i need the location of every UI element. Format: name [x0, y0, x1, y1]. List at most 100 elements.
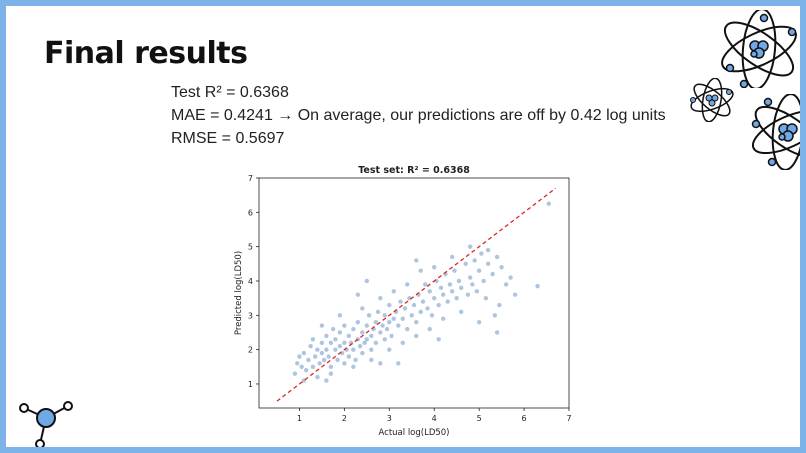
data-point [405, 282, 410, 287]
data-point [449, 254, 455, 260]
data-point [499, 265, 504, 270]
data-point [342, 340, 347, 345]
x-tick-label: 6 [522, 414, 527, 423]
data-point [351, 364, 356, 370]
atom-icon [751, 94, 800, 170]
data-point [364, 323, 370, 328]
data-point [411, 302, 417, 308]
data-point [429, 313, 435, 318]
data-point [465, 292, 471, 297]
data-point [364, 337, 370, 342]
x-axis-label: Actual log(LD50) [378, 428, 449, 438]
data-point [456, 278, 462, 284]
data-point [432, 295, 437, 301]
data-point [387, 302, 392, 308]
data-point [319, 323, 325, 328]
data-point [414, 333, 419, 339]
data-point [373, 340, 379, 345]
data-point [380, 323, 385, 328]
data-point [355, 319, 361, 325]
data-point [483, 295, 489, 301]
data-point [458, 285, 464, 291]
data-point [342, 361, 347, 366]
data-point [476, 319, 482, 325]
data-point [402, 306, 408, 311]
data-point [476, 268, 482, 273]
data-point [472, 258, 477, 263]
data-point [315, 374, 320, 380]
data-point [467, 244, 473, 249]
data-point [409, 313, 414, 318]
data-point [384, 326, 390, 332]
data-point [427, 289, 432, 294]
data-point [324, 378, 329, 383]
y-tick-label: 4 [248, 277, 253, 286]
data-point [447, 282, 453, 287]
x-tick-label: 1 [297, 414, 302, 423]
data-point [308, 344, 313, 349]
data-point [299, 364, 304, 370]
data-point [369, 333, 374, 339]
data-point [346, 333, 352, 339]
data-point [441, 316, 446, 321]
data-point [330, 326, 336, 332]
data-point [375, 309, 381, 315]
data-point [360, 350, 365, 356]
atom-icon [690, 78, 734, 122]
data-point [508, 275, 513, 280]
data-point [423, 282, 428, 287]
x-tick-label: 3 [387, 414, 392, 423]
scatter-chart: 1 2 3 4 5 6 7 1 2 3 4 5 6 7 Test set: R² = 0.6368 Actua… [234, 165, 572, 438]
data-point [418, 309, 423, 315]
data-point [369, 357, 374, 363]
data-point [335, 357, 340, 363]
y-tick-label: 3 [248, 311, 253, 320]
y-tick-label: 2 [248, 346, 253, 355]
data-point [378, 361, 383, 366]
data-point [378, 295, 383, 301]
x-tick-label: 5 [477, 414, 482, 423]
data-point [414, 319, 419, 325]
data-point [400, 316, 405, 321]
data-point [360, 306, 365, 311]
data-point [353, 357, 358, 363]
data-point [337, 313, 343, 318]
data-point [310, 337, 316, 342]
data-point [346, 354, 352, 359]
data-point [546, 201, 551, 206]
data-point [369, 347, 374, 352]
data-point [470, 282, 475, 287]
data-point [337, 344, 343, 349]
plot-frame [258, 177, 570, 409]
data-point [467, 275, 473, 280]
data-point [387, 319, 392, 325]
data-point [351, 326, 356, 332]
data-point [301, 350, 307, 356]
data-point [391, 316, 396, 321]
data-point [319, 350, 325, 356]
data-point [396, 323, 401, 328]
data-point [328, 364, 334, 370]
data-point [362, 340, 367, 345]
data-point [452, 268, 457, 273]
data-point [497, 302, 502, 308]
data-point [494, 330, 500, 335]
data-point [387, 347, 392, 352]
data-point [351, 347, 356, 352]
data-point [454, 295, 459, 301]
reference-line [276, 187, 556, 402]
data-point [436, 302, 441, 308]
data-point [364, 278, 370, 284]
data-point [512, 292, 518, 297]
data-point [306, 357, 311, 363]
data-point [414, 258, 419, 263]
data-point [503, 282, 509, 287]
data-point [319, 340, 325, 345]
data-point [485, 247, 491, 253]
data-point [391, 289, 396, 294]
data-point [382, 313, 387, 318]
data-point [425, 306, 430, 311]
data-point [342, 323, 347, 328]
y-tick-label: 6 [248, 208, 253, 217]
y-tick-label: 1 [248, 380, 253, 389]
